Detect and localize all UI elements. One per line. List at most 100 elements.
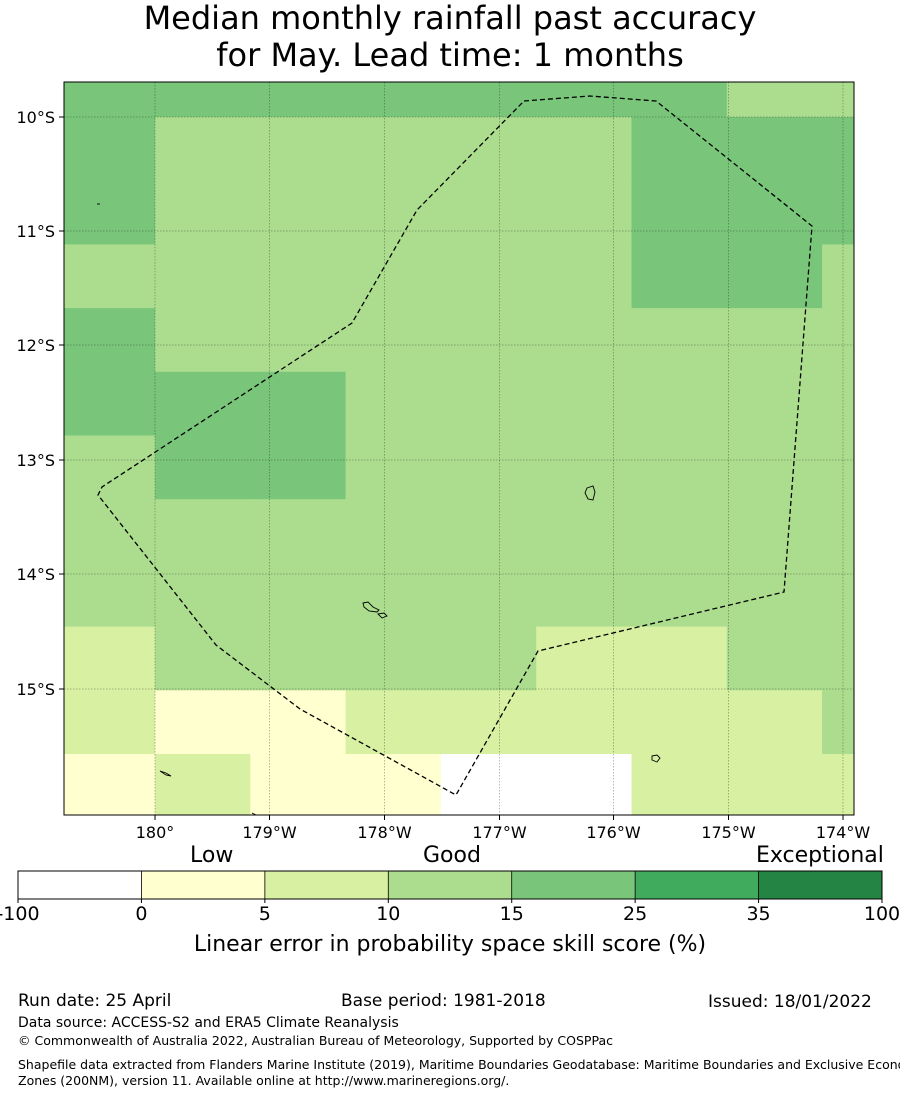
grid-cell [726,754,823,815]
grid-cell [64,180,156,245]
grid-cell [64,754,156,815]
island-niulakita [584,485,596,501]
grid-cell [726,308,823,373]
grid-cell [64,308,156,373]
grid-cell [345,754,442,815]
grid-cell [64,117,156,182]
colorbar-segment [264,871,389,899]
colorbar-segment [511,871,636,899]
grid-cell [155,82,251,118]
island-south-east [651,754,661,763]
grid-cell [440,626,537,691]
grid-cell [631,117,728,182]
eez-boundary [97,95,813,796]
grid-cell [250,117,347,182]
colorbar-tick-label: 35 [746,903,770,925]
grid-cell [250,180,347,245]
grid-cell [64,499,156,564]
grid-cell [440,435,537,500]
grid-cell [440,371,537,437]
grid-cell [250,626,347,691]
lon-tick-label: 174°W [816,823,871,842]
base-period: Base period: 1981-2018 [341,991,546,1011]
grid-cell [155,244,251,309]
lon-tick-label: 175°W [701,823,756,842]
grid-cell [631,499,728,564]
lat-tick-label: 12°S [16,336,55,355]
grid-cell [822,82,854,118]
grid-cell [726,562,823,628]
shapefile-credit-2: Zones (200NM), version 11. Available onl… [18,1073,510,1088]
grid-cell [440,82,537,118]
grid-cell [536,562,633,628]
lon-tick-label: 178°W [357,823,412,842]
grid-cell [536,435,633,500]
grid-cell [155,690,251,755]
grid-cell [250,435,347,500]
grid-cell [0,499,60,563]
lon-tick-label: 179°W [242,823,297,842]
grid-cell [440,499,537,564]
grid-cell [726,244,823,309]
colorbar-frame [17,870,883,900]
lat-tick-label: 14°S [16,565,55,584]
grid-cell [155,562,251,628]
island-futuna-small [377,612,388,619]
island-south-west [159,770,172,777]
grid-cell [536,626,633,691]
title-line-1: Median monthly rainfall past accuracy [143,0,757,37]
category-good: Good [423,843,481,868]
grid-cell [345,690,442,755]
island-wallis [362,601,380,613]
grid-cell [440,180,537,245]
category-exceptional: Exceptional [756,843,884,868]
grid-cell [64,244,156,309]
grid-cell [250,244,347,309]
grid-cell [64,690,156,755]
grid-cell [631,244,728,309]
data-source: Data source: ACCESS-S2 and ERA5 Climate … [18,1015,399,1031]
grid-cell [64,371,156,437]
colorbar-tick-label: 100 [864,903,900,925]
grid-cell [345,435,442,500]
grid-cell [345,626,442,691]
grid-cell [440,117,537,182]
colorbar-tick-label: 5 [259,903,271,925]
colorbar-segment [388,871,512,899]
colorbar: -100 0 5 10 15 25 35 100 [0,870,900,925]
grid-cell [345,244,442,309]
grid-cell [64,626,156,691]
colorbar-segment [18,871,142,899]
skill-grid [0,82,854,815]
colorbar-tick-label: 25 [623,903,647,925]
grid-cell [345,562,442,628]
grid-cell [631,371,728,437]
grid-cell [822,499,854,564]
grid-cell [345,371,442,437]
grid-cell [536,244,633,309]
grid-cell [250,754,347,815]
grid-cell [726,82,823,118]
grid-cell [250,690,347,755]
run-date: Run date: 25 April [18,991,172,1011]
grid-cell [345,180,442,245]
grid-cell [155,626,251,691]
lat-tick-label: 15°S [16,680,55,699]
grid-cell [64,435,156,500]
grid-cell [155,180,251,245]
grid-cell [536,754,633,815]
coastlines [97,203,661,815]
axis-ticks: 10°S 11°S 12°S 13°S 14°S 15°S 180° 179°W 178°W 17… [16,108,870,842]
lat-tick-label: 11°S [16,222,55,241]
grid-cell [536,117,633,182]
grid-cell [726,371,823,437]
grid-cell [822,371,854,437]
grid-cell [250,499,347,564]
grid-cell [536,499,633,564]
grid-cell [250,308,347,373]
lat-tick-label: 13°S [16,451,55,470]
grid-cell [345,117,442,182]
grid-cell [155,754,251,815]
lon-tick-label: 176°W [586,823,641,842]
grid-cell [155,117,251,182]
